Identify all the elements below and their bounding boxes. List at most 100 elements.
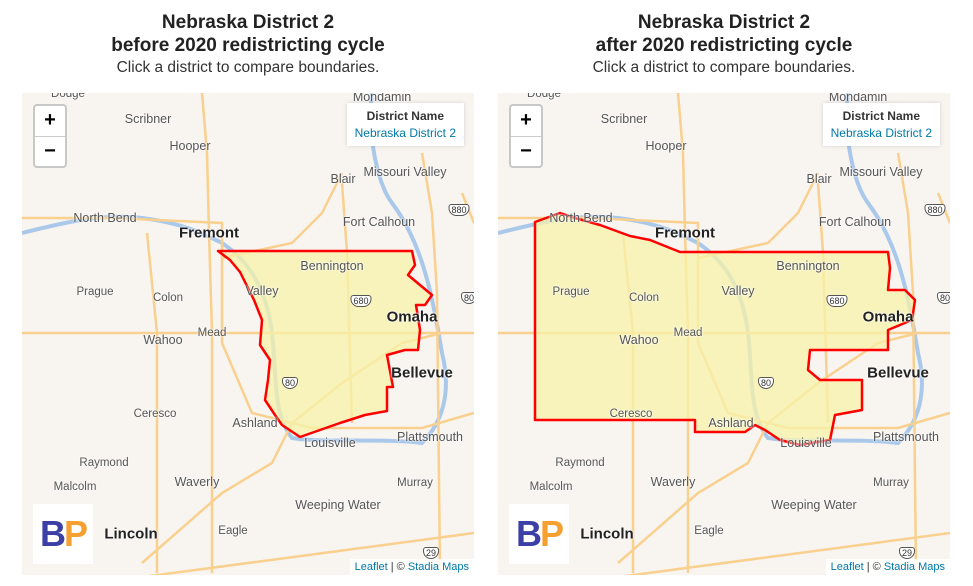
place-label: Prague: [552, 286, 590, 298]
place-label: Mead: [673, 327, 703, 339]
road: [200, 93, 214, 573]
panel-title-cycle: after 2020 redistricting cycle: [595, 35, 853, 56]
map-after[interactable]: Dodge Mondamin Scribner Hooper Blair Missouri…: [498, 93, 950, 575]
interstate-shield-icon: 80: [757, 377, 775, 389]
place-label: Murray: [397, 477, 433, 489]
place-label: Raymond: [555, 457, 605, 469]
info-header: District Name: [842, 109, 920, 123]
place-label: Weeping Water: [771, 498, 857, 512]
interstate-shield-icon: 880: [448, 204, 470, 216]
interstate-shield-icon: 80: [281, 377, 299, 389]
place-label: Dodge: [527, 93, 561, 100]
place-label: Bellevue: [867, 364, 929, 382]
place-label: Murray: [873, 477, 909, 489]
panel-title-cycle: before 2020 redistricting cycle: [111, 35, 385, 56]
zoom-out-button[interactable]: −: [44, 140, 56, 162]
map-before[interactable]: Dodge Mondamin Scribner Hooper Blair Missouri…: [22, 93, 474, 575]
interstate-shield-icon: 680: [826, 295, 848, 307]
attribution-separator: | ©: [863, 561, 884, 573]
road: [420, 152, 442, 574]
place-label: Louisville: [304, 436, 356, 450]
map-panel-before: Nebraska District 2 before 2020 redistri…: [22, 0, 474, 586]
place-label: North Bend: [73, 211, 137, 225]
river: [22, 93, 448, 446]
place-label: Fort Calhoun: [818, 215, 892, 229]
place-label: Hooper: [169, 139, 211, 153]
place-label: Waverly: [650, 475, 696, 489]
info-district-name: Nebraska District 2: [354, 126, 456, 140]
map-attribution: Leaflet | © Stadia Maps: [349, 559, 474, 575]
interstate-shield-icon: 880: [924, 204, 946, 216]
place-label: Mead: [197, 327, 227, 339]
place-label: Ceresco: [133, 408, 177, 420]
bp-logo: BP: [509, 504, 569, 564]
map-attribution: Leaflet | © Stadia Maps: [825, 559, 950, 575]
zoom-in-button[interactable]: +: [35, 106, 65, 137]
place-label: Valley: [245, 284, 279, 298]
info-header: District Name: [366, 109, 444, 123]
interstate-shield-icon: 29: [898, 547, 916, 559]
district-info-box: District Name Nebraska District 2: [822, 103, 940, 146]
panel-subtitle: Click a district to compare boundaries.: [592, 59, 856, 76]
place-label: Louisville: [780, 436, 832, 450]
place-label: Scribner: [600, 112, 648, 126]
place-label: Prague: [76, 286, 114, 298]
leaflet-link[interactable]: Leaflet: [830, 561, 864, 573]
place-label: Bennington: [776, 259, 840, 273]
info-district-name: Nebraska District 2: [830, 126, 932, 140]
map-panel-after: Nebraska District 2 after 2020 redistric…: [498, 0, 950, 586]
district-boundary-nebraska-2[interactable]: [533, 211, 917, 447]
panel-subtitle: Click a district to compare boundaries.: [116, 59, 380, 76]
road: [221, 172, 344, 260]
bp-logo: BP: [33, 504, 93, 564]
place-label: Eagle: [694, 525, 724, 537]
district-info-box: District Name Nebraska District 2: [346, 103, 464, 146]
road: [896, 152, 918, 574]
place-label: Missouri Valley: [363, 165, 447, 179]
attribution-separator: | ©: [387, 561, 408, 573]
zoom-out-button[interactable]: −: [520, 140, 532, 162]
place-label: Scribner: [124, 112, 172, 126]
place-label: Ceresco: [609, 408, 653, 420]
basemap: [498, 93, 950, 575]
place-label: Valley: [721, 284, 755, 298]
leaflet-link[interactable]: Leaflet: [354, 561, 388, 573]
place-label: Malcolm: [53, 481, 97, 493]
place-label: Fremont: [179, 224, 239, 242]
basemap: [22, 93, 474, 575]
place-label: Missouri Valley: [839, 165, 923, 179]
place-label: Malcolm: [529, 481, 573, 493]
place-label: Fremont: [655, 224, 715, 242]
interstate-shield-icon: 80: [936, 292, 950, 304]
stadia-maps-link[interactable]: Stadia Maps: [407, 561, 469, 573]
road: [145, 232, 159, 573]
road: [697, 172, 820, 260]
place-label: Waverly: [174, 475, 220, 489]
zoom-control: + −: [33, 104, 67, 168]
zoom-in-button[interactable]: +: [511, 106, 541, 137]
place-label: North Bend: [549, 211, 613, 225]
zoom-control: + −: [509, 104, 543, 168]
place-label: Plattsmouth: [872, 430, 940, 444]
stadia-maps-link[interactable]: Stadia Maps: [883, 561, 945, 573]
interstate-shield-icon: 80: [460, 292, 474, 304]
place-label: Omaha: [386, 308, 438, 326]
place-label: Lincoln: [580, 525, 634, 543]
place-label: Fort Calhoun: [342, 215, 416, 229]
place-label: Wahoo: [619, 333, 659, 347]
place-label: Eagle: [218, 525, 248, 537]
place-label: Mondamin: [352, 93, 412, 104]
road: [624, 531, 950, 575]
river: [498, 93, 924, 446]
place-label: Raymond: [79, 457, 129, 469]
place-label: Dodge: [51, 93, 85, 100]
place-label: Lincoln: [104, 525, 158, 543]
place-label: Ashland: [708, 416, 754, 430]
place-label: Colon: [628, 292, 660, 304]
panel-title: Nebraska District 2: [637, 12, 811, 33]
place-label: Hooper: [645, 139, 687, 153]
road: [148, 531, 474, 575]
place-label: Ashland: [232, 416, 278, 430]
district-boundary-nebraska-2[interactable]: [216, 249, 434, 439]
place-label: Blair: [806, 172, 832, 186]
